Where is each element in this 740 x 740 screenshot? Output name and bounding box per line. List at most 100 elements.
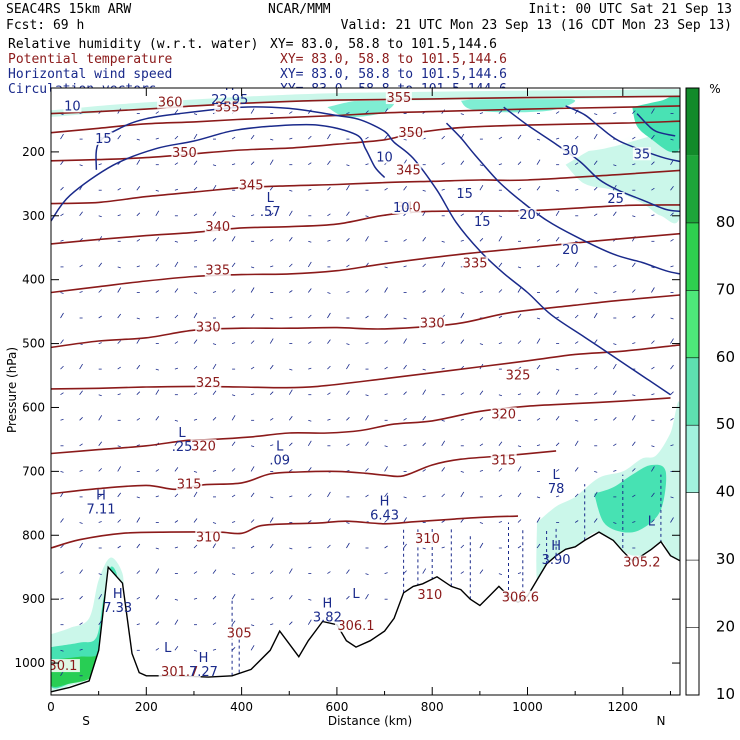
- vector-arrow-252: [270, 444, 274, 447]
- vector-arrow-268: [289, 316, 293, 319]
- vector-arrow-44: [79, 648, 83, 651]
- theta-contour-335: [51, 232, 680, 294]
- vector-arrow-256: [269, 543, 274, 549]
- wind-label-9-bg: [561, 144, 580, 158]
- extremum-value-10: 3.82: [313, 611, 342, 626]
- theta-label-24: 306.1: [337, 619, 374, 634]
- vector-arrow-566: [574, 493, 579, 498]
- vector-arrow-552: [574, 135, 579, 140]
- field-rh-xy: XY= 83.0, 58.8 to 101.5,144.6: [270, 37, 497, 52]
- vector-arrow-471: [479, 417, 484, 421]
- vector-arrow-372: [384, 313, 388, 319]
- theta-contour-315: [51, 450, 557, 495]
- vector-arrow-286: [308, 240, 312, 243]
- vector-arrow-103: [136, 570, 141, 574]
- vector-arrow-129: [174, 109, 179, 114]
- vector-arrow-193: [212, 622, 217, 626]
- theta-label-19-bg: [416, 588, 443, 602]
- vector-arrow-328: [346, 264, 350, 268]
- vector-arrow-570: [593, 160, 598, 165]
- colorbar-band-40: [686, 425, 699, 493]
- vector-arrow-635: [651, 492, 655, 498]
- colorbar-band-50: [686, 357, 699, 426]
- theta-label-22: 355: [386, 91, 411, 106]
- extremum-type-2: L: [178, 426, 186, 441]
- vector-arrow-16: [60, 518, 64, 523]
- vector-arrow-296: [308, 493, 312, 498]
- vector-arrow-258: [269, 596, 274, 600]
- vector-arrow-537: [555, 189, 560, 192]
- colorbar-unit: %: [709, 82, 720, 96]
- vector-arrow-324: [346, 164, 350, 167]
- vector-arrow-575: [594, 292, 598, 294]
- header-forecast-hour: Fcst: 69 h: [6, 18, 84, 33]
- colorbar-boxes: [686, 88, 699, 695]
- x-axis-ticks: 0 200 400 600 800 1000 1200: [47, 88, 671, 714]
- vector-arrow-154: [193, 186, 198, 191]
- y-tick-label-700: 700: [22, 464, 45, 478]
- vector-arrow-18: [60, 571, 64, 574]
- theta-label-21: 350: [398, 126, 423, 141]
- theta-label-18: 310: [415, 532, 440, 547]
- vector-arrow-177: [212, 211, 217, 217]
- vector-arrow-42: [79, 595, 83, 600]
- extremum-type-12: L: [164, 641, 172, 656]
- vector-arrow-358: [365, 494, 369, 498]
- extremum-type-10: H: [322, 597, 332, 612]
- vector-arrow-309: [327, 292, 331, 294]
- vector-arrow-36: [79, 443, 83, 447]
- extremum-value-13: 7.27: [189, 665, 218, 680]
- x-tick-label-0: 0: [47, 700, 55, 714]
- vector-arrow-380: [384, 519, 388, 523]
- vector-arrow-603: [632, 136, 636, 140]
- vector-arrow-431: [441, 341, 445, 344]
- wind-label-0-bg: [63, 99, 82, 113]
- vector-arrow-367: [384, 187, 388, 191]
- vector-arrow-466: [479, 291, 484, 293]
- vector-arrow-500: [517, 187, 522, 191]
- rh-region-5: [565, 114, 680, 224]
- vector-arrow-518: [536, 159, 541, 165]
- vector-arrow-307: [327, 239, 331, 242]
- theta-label-10-bg: [157, 95, 184, 109]
- vector-arrow-331: [346, 343, 350, 345]
- header-institution: NCAR/MMM: [268, 2, 331, 17]
- vector-arrow-393: [403, 338, 407, 344]
- vector-arrow-522: [536, 265, 541, 268]
- wind-contour-10: [51, 123, 386, 222]
- vector-arrow-196: [231, 136, 236, 140]
- vector-arrow-235: [250, 572, 255, 574]
- vector-arrow-485: [498, 289, 503, 293]
- vector-arrow-362: [365, 593, 369, 600]
- vector-arrow-341: [346, 595, 350, 600]
- vector-arrow-211: [231, 521, 236, 523]
- vector-arrow-35: [79, 417, 83, 421]
- vector-arrow-29: [79, 264, 83, 268]
- vector-arrow-504: [517, 287, 522, 293]
- vector-arrow-389: [403, 238, 407, 242]
- vector-arrow-125: [155, 568, 160, 574]
- vector-arrow-244: [269, 238, 274, 242]
- theta-label-11-bg: [395, 163, 422, 177]
- vector-arrow-202: [231, 289, 236, 293]
- vector-arrow-237: [250, 624, 255, 627]
- vector-arrow-572: [593, 213, 598, 217]
- vector-arrow-8: [60, 312, 64, 319]
- theta-contour-355: [51, 105, 680, 134]
- vector-arrow-489: [498, 394, 503, 397]
- vector-arrow-425: [441, 188, 445, 191]
- vector-arrow-473: [479, 470, 484, 472]
- theta-label-1: 315: [177, 478, 202, 493]
- vector-arrow-445: [460, 239, 464, 242]
- vector-arrow-394: [403, 364, 407, 370]
- vector-arrow-21: [60, 649, 64, 652]
- vector-arrow-496: [498, 573, 503, 575]
- vector-arrow-538: [555, 210, 560, 217]
- extremum-value-0: 22.95: [211, 93, 248, 108]
- theta-label-15-bg: [504, 368, 531, 382]
- vector-arrow-576: [593, 312, 598, 319]
- vector-arrow-152: [193, 133, 198, 140]
- vector-arrow-529: [536, 444, 541, 447]
- theta-label-14: 330: [420, 317, 445, 332]
- colorbar-band-20: [686, 560, 699, 628]
